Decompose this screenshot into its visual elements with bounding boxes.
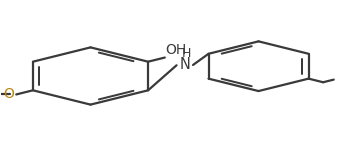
Text: OH: OH xyxy=(165,43,187,57)
Text: N: N xyxy=(180,57,191,72)
Text: O: O xyxy=(4,87,14,101)
Text: H: H xyxy=(182,47,191,60)
